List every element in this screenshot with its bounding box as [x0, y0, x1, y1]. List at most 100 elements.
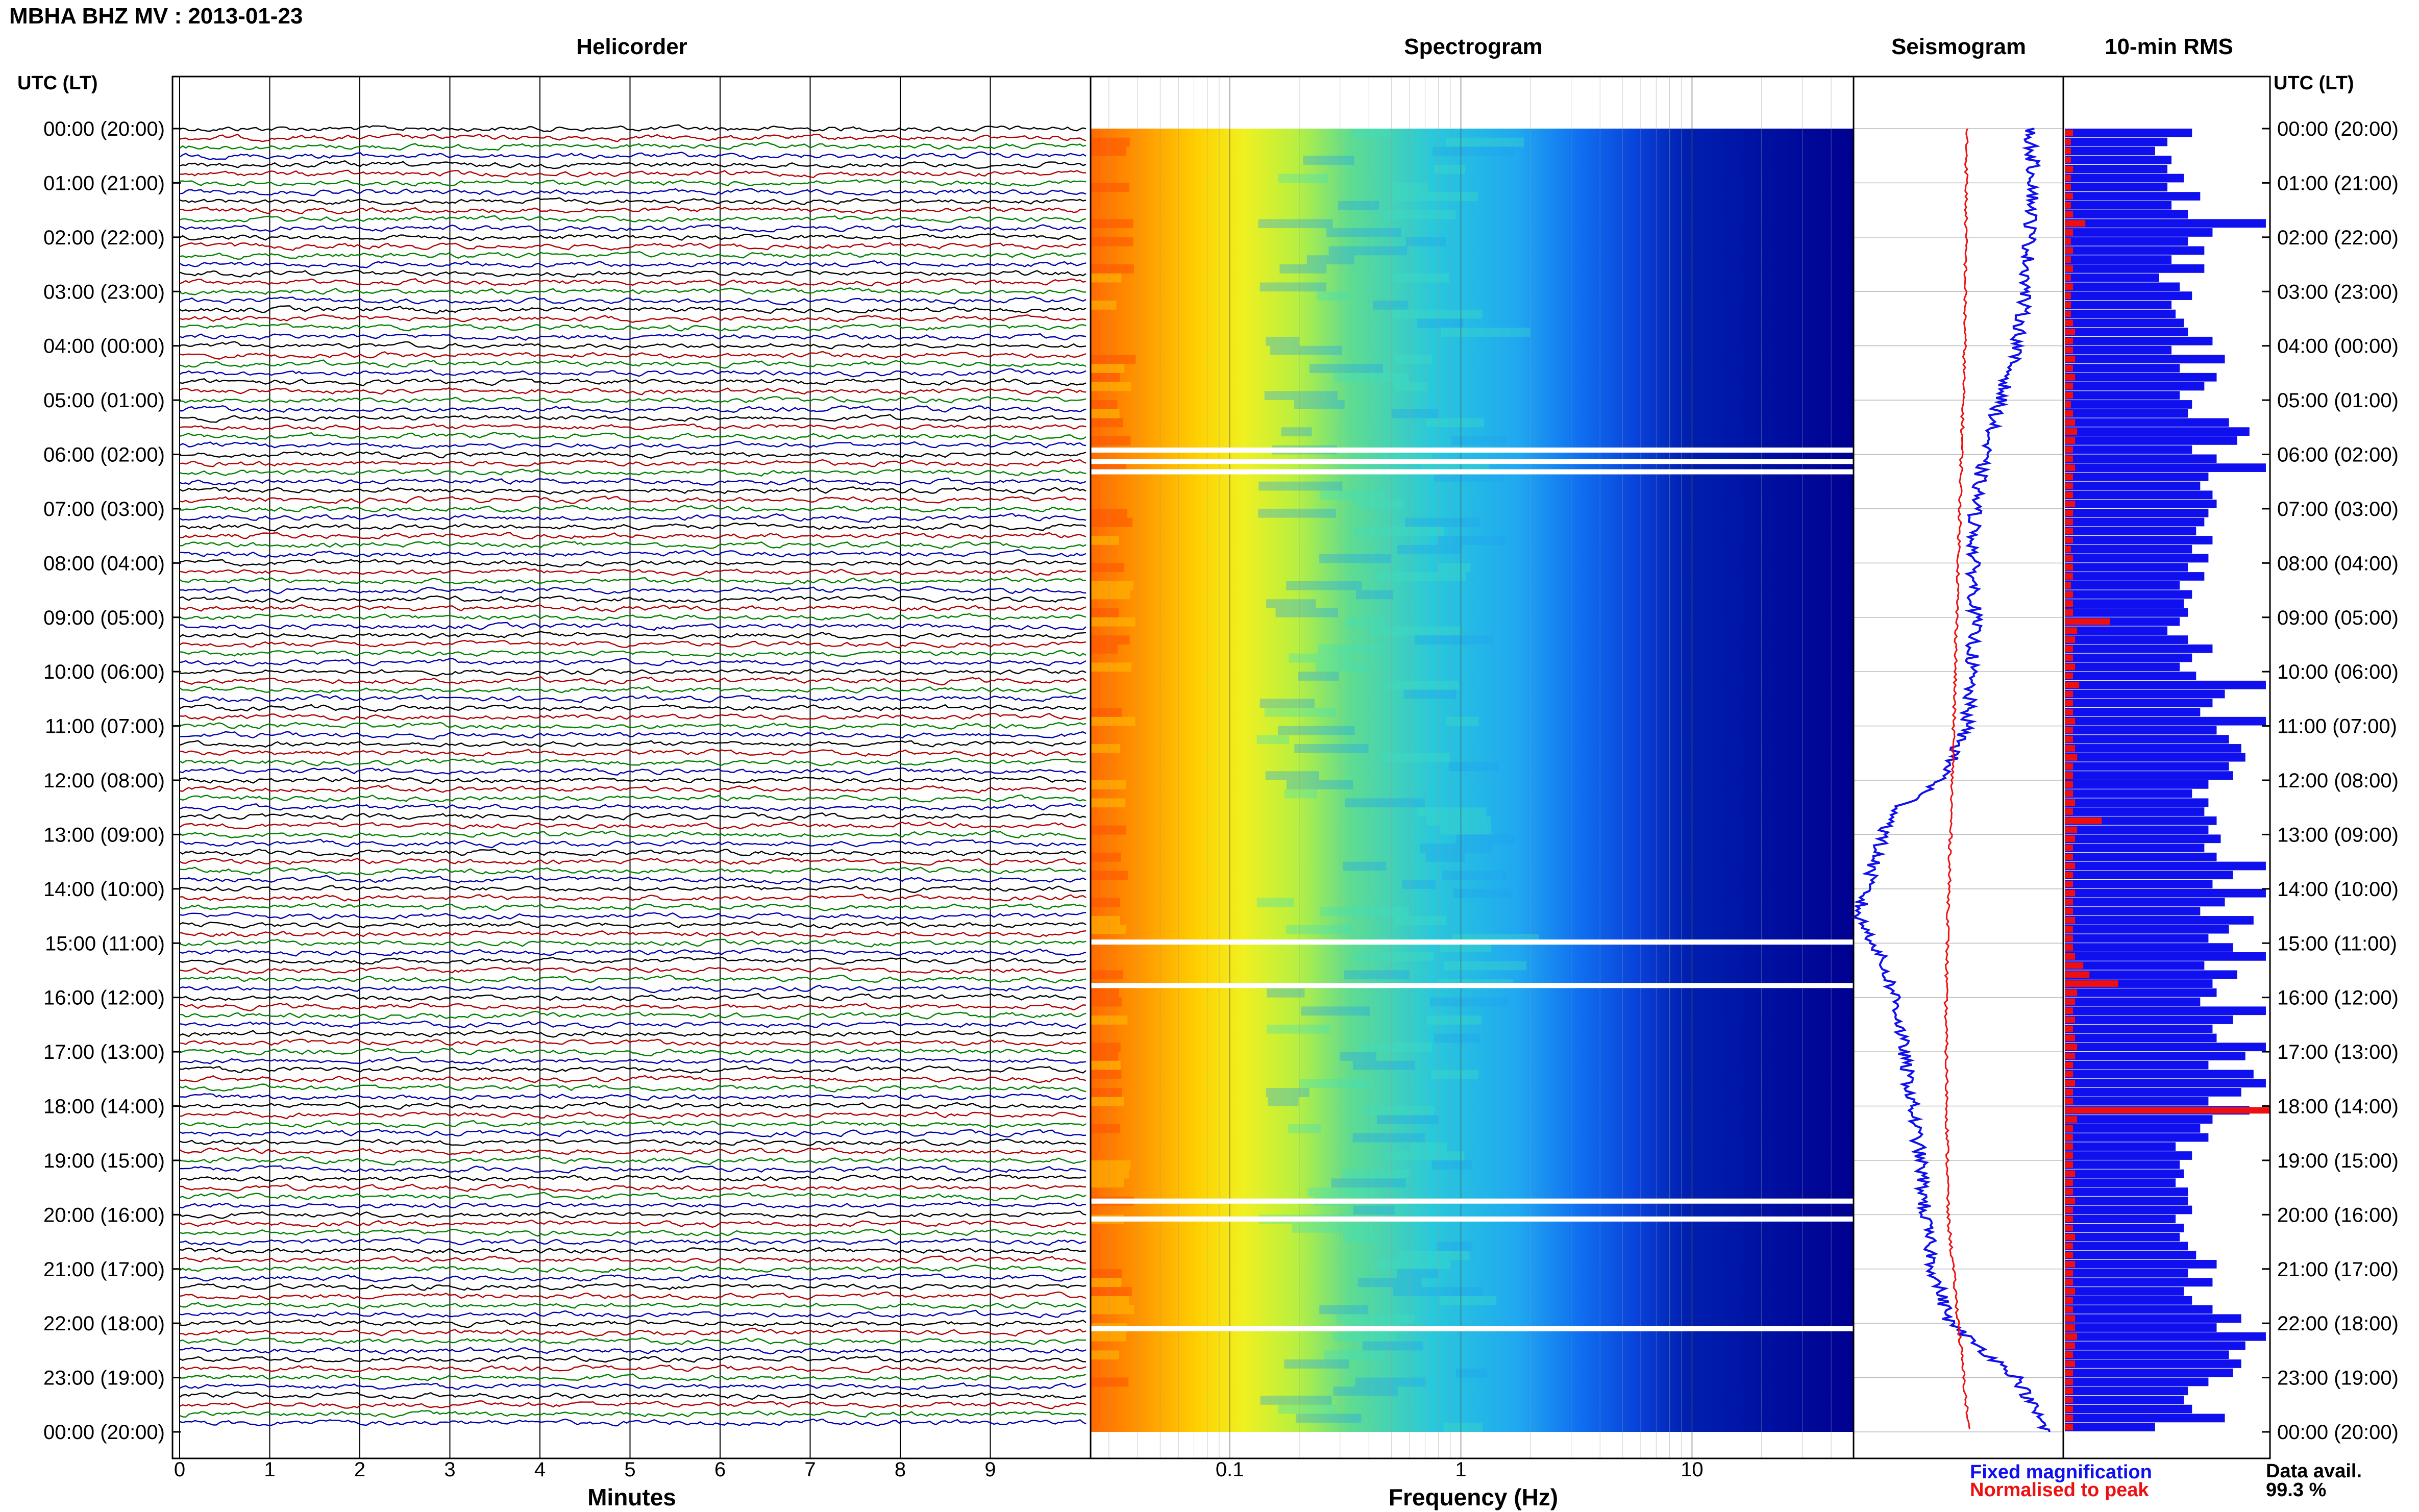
rms-fixed-bar — [2065, 382, 2205, 391]
spectrogram-band — [1091, 744, 1121, 753]
spectrogram-speckle — [1438, 563, 1471, 573]
time-tick-label-left: 17:00 (13:00) — [43, 1041, 165, 1063]
helicorder-trace — [179, 948, 1087, 957]
helicorder-trace — [179, 767, 1087, 776]
spectrogram-speckle — [1288, 1124, 1321, 1133]
helicorder-trace — [179, 251, 1087, 260]
spectrogram-band — [1091, 137, 1130, 147]
rms-normalised-bar — [2065, 247, 2074, 254]
spectrogram-speckle — [1316, 662, 1368, 672]
rms-fixed-bar — [2065, 527, 2196, 536]
rms-fixed-bar — [2065, 300, 2172, 309]
helicorder-trace — [179, 911, 1087, 920]
spectrogram-band — [1091, 400, 1118, 409]
spectrogram-speckle — [1443, 1423, 1483, 1432]
rms-normalised-bar — [2065, 1125, 2074, 1132]
frequency-axis-label: Frequency (Hz) — [1389, 1484, 1558, 1510]
spectrogram-band — [1091, 1332, 1126, 1342]
time-tick-label-left: 09:00 (05:00) — [43, 607, 165, 629]
spectrogram-speckle — [1402, 880, 1436, 889]
spectrogram-speckle — [1357, 1278, 1422, 1287]
spectrogram-band — [1091, 237, 1133, 246]
spectrogram-speckle — [1294, 400, 1345, 409]
rms-normalised-bar — [2065, 1233, 2076, 1241]
helicorder-trace — [179, 1030, 1087, 1038]
spectrogram-speckle — [1319, 1305, 1368, 1315]
helicorder-trace — [179, 1400, 1087, 1409]
spectrogram-speckle — [1319, 490, 1385, 500]
helicorder-trace — [179, 451, 1087, 459]
minute-tick-label: 1 — [264, 1458, 275, 1481]
rms-fixed-bar — [2065, 500, 2217, 508]
seismogram-normalised-series — [1943, 128, 1971, 1430]
panel-title-helicorder: Helicorder — [576, 34, 687, 59]
rms-fixed-bar — [2065, 961, 2205, 970]
rms-fixed-bar — [2065, 237, 2188, 246]
rms-normalised-bar — [2065, 727, 2074, 734]
spectrogram-band — [1091, 409, 1120, 418]
helicorder-trace — [179, 993, 1087, 1002]
spectrogram-speckle — [1264, 708, 1336, 717]
rms-normalised-bar — [2065, 591, 2074, 598]
spectrogram-speckle — [1326, 228, 1401, 237]
spectrogram-speckle — [1334, 373, 1410, 382]
spectrogram-speckle — [1286, 925, 1353, 934]
spectrogram-speckle — [1260, 699, 1315, 708]
time-tick-label-right: 07:00 (03:00) — [2277, 498, 2399, 520]
rms-normalised-bar — [2065, 980, 2118, 987]
rms-fixed-bar — [2065, 282, 2180, 291]
time-tick-label-left: 04:00 (00:00) — [43, 335, 165, 358]
rms-fixed-bar — [2065, 345, 2172, 355]
panel-title-seismogram: Seismogram — [1891, 34, 2026, 59]
rms-normalised-bar — [2065, 573, 2074, 580]
rms-fixed-bar — [2065, 644, 2213, 653]
rms-normalised-bar — [2065, 1424, 2074, 1430]
time-tick-label-right: 23:00 (19:00) — [2277, 1367, 2399, 1390]
rms-normalised-bar — [2065, 971, 2090, 978]
helicorder-trace — [179, 1265, 1087, 1274]
helicorder-trace — [179, 1301, 1087, 1310]
helicorder-trace — [179, 974, 1087, 984]
helicorder-trace — [179, 549, 1087, 558]
spectrogram-speckle — [1266, 1088, 1310, 1097]
rms-fixed-bar — [2065, 544, 2192, 554]
spectrogram-band — [1091, 608, 1119, 617]
rms-fixed-bar — [2065, 1278, 2213, 1287]
rms-normalised-bar — [2065, 754, 2078, 761]
spectrogram-band — [1091, 798, 1126, 808]
rms-fixed-bar — [2065, 554, 2209, 563]
spectrogram-speckle — [1278, 1404, 1337, 1414]
spectrogram-speckle — [1346, 617, 1384, 627]
rms-normalised-bar — [2065, 464, 2076, 471]
rms-normalised-bar — [2065, 1387, 2074, 1395]
spectrogram-speckle — [1384, 680, 1459, 690]
rms-fixed-bar — [2065, 672, 2196, 680]
helicorder-trace — [179, 1418, 1087, 1427]
spectrogram-speckle — [1352, 1133, 1425, 1143]
rms-normalised-bar — [2065, 1342, 2076, 1349]
rms-fixed-bar — [2065, 1024, 2213, 1033]
rms-normalised-bar — [2065, 673, 2074, 679]
spectrogram-speckle — [1392, 192, 1478, 201]
rms-fixed-bar — [2065, 436, 2237, 445]
rms-normalised-bar — [2065, 1179, 2074, 1186]
rms-normalised-bar — [2065, 1143, 2074, 1150]
helicorder-trace — [179, 341, 1087, 350]
rms-fixed-bar — [2065, 1124, 2201, 1133]
spectrogram-speckle — [1399, 1251, 1470, 1260]
rms-fixed-bar — [2065, 1052, 2245, 1060]
time-tick-label-right: 13:00 (09:00) — [2277, 824, 2399, 846]
spectrogram-band — [1091, 871, 1128, 880]
spectrogram-speckle — [1437, 536, 1505, 545]
rms-normalised-bar — [2065, 346, 2074, 354]
rms-normalised-bar — [2065, 1206, 2074, 1213]
spectrogram-speckle — [1298, 672, 1339, 681]
helicorder-trace — [179, 1083, 1087, 1093]
rms-normalised-bar — [2065, 618, 2110, 625]
rms-normalised-bar — [2065, 175, 2071, 182]
rms-fixed-bar — [2065, 1260, 2217, 1269]
rms-fixed-bar — [2065, 1251, 2196, 1260]
rms-fixed-bar — [2065, 1187, 2188, 1196]
helicorder-trace — [179, 486, 1087, 495]
helicorder-trace — [179, 513, 1087, 523]
